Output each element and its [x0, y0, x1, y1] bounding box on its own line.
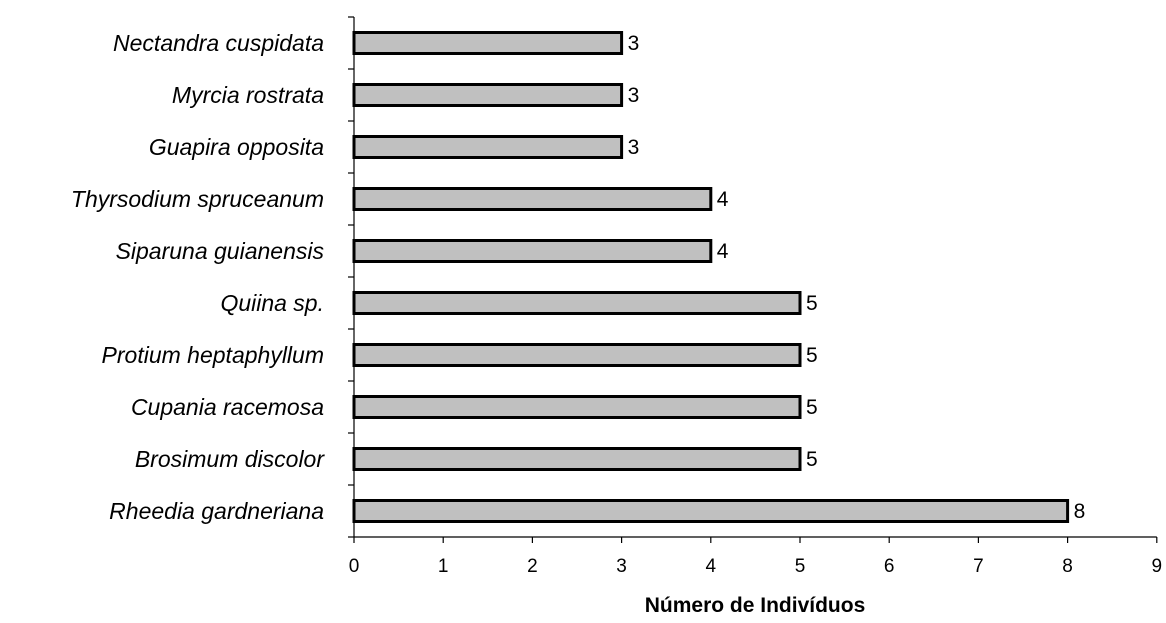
data-label: 5 [806, 344, 818, 367]
bar [352, 395, 802, 419]
category-label: Siparuna guianensis [116, 238, 325, 264]
x-tick-label: 5 [795, 556, 806, 577]
bar [352, 343, 802, 367]
bar [352, 239, 713, 263]
category-label: Quiina sp. [220, 290, 324, 316]
x-axis-label: Número de Indivíduos [645, 594, 866, 617]
data-label: 5 [806, 292, 818, 315]
plot-area: 0 1 2 3 4 5 6 7 8 9 Nectandra cuspidata 3 Myrcia ros… [71, 16, 1163, 577]
category-label: Myrcia rostrata [172, 82, 324, 108]
category-label: Cupania racemosa [131, 394, 324, 420]
category-label: Protium heptaphyllum [102, 342, 324, 368]
x-tick-label: 1 [438, 556, 449, 577]
bar [352, 447, 802, 471]
x-tick-label: 4 [706, 556, 717, 577]
data-label: 4 [717, 240, 729, 263]
x-tick-label: 9 [1152, 556, 1163, 577]
category-label: Brosimum discolor [135, 446, 325, 472]
x-tick-label: 7 [973, 556, 984, 577]
bar [352, 187, 713, 211]
category-label: Nectandra cuspidata [113, 30, 324, 56]
data-label: 3 [628, 136, 640, 159]
x-tick-label: 0 [349, 556, 360, 577]
data-label: 8 [1074, 500, 1086, 523]
category-label: Thyrsodium spruceanum [71, 186, 324, 212]
x-tick-label: 2 [527, 556, 538, 577]
data-label: 5 [806, 396, 818, 419]
bar [352, 83, 624, 107]
x-tick-label: 3 [616, 556, 627, 577]
bar [352, 31, 624, 55]
data-label: 5 [806, 448, 818, 471]
category-label: Rheedia gardneriana [109, 498, 324, 524]
x-tick-label: 6 [884, 556, 895, 577]
bar [352, 135, 624, 159]
data-label: 3 [628, 32, 640, 55]
data-label: 3 [628, 84, 640, 107]
x-tick-label: 8 [1062, 556, 1073, 577]
data-label: 4 [717, 188, 729, 211]
category-label: Guapira opposita [149, 134, 324, 160]
bar [352, 291, 802, 315]
bar [352, 499, 1070, 523]
